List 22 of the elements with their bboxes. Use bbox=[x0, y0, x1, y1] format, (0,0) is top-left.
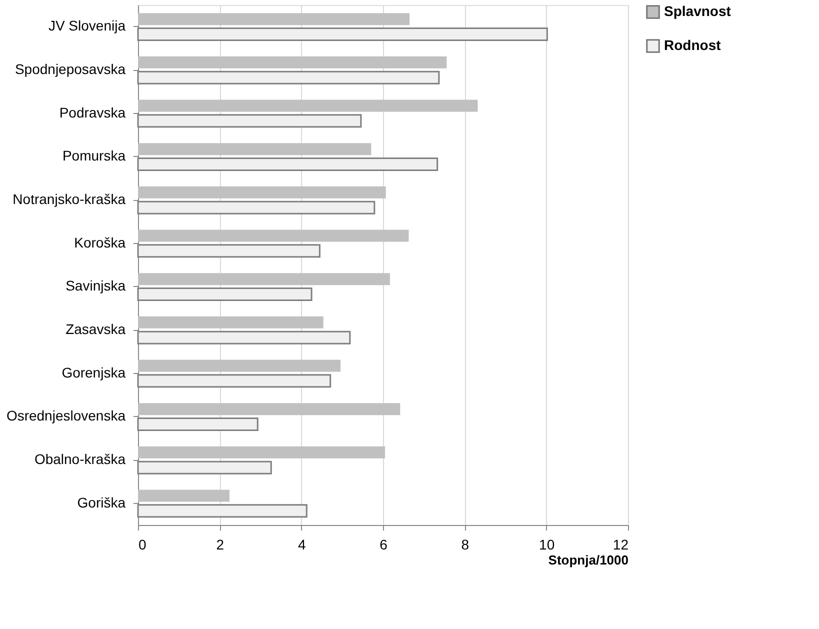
y-tick-label: Osrednjeslovenska bbox=[6, 408, 126, 424]
x-tick-label: 2 bbox=[216, 536, 224, 552]
x-tick-label: 6 bbox=[380, 536, 388, 552]
y-tick-label: Obalno-kraška bbox=[34, 451, 126, 467]
y-tick-label: Podravska bbox=[59, 104, 126, 120]
legend-label: Splavnost bbox=[664, 3, 732, 19]
y-tick-label: JV Slovenija bbox=[48, 18, 126, 34]
legend-label: Rodnost bbox=[664, 37, 722, 53]
y-tick-label: Gorenjska bbox=[62, 364, 126, 380]
y-tick-label: Koroška bbox=[74, 234, 126, 250]
y-tick-label: Notranjsko-kraška bbox=[12, 191, 126, 207]
x-tick-label: 10 bbox=[539, 536, 555, 552]
y-tick-label: Spodnjeposavska bbox=[14, 61, 126, 77]
x-tick-label: 0 bbox=[138, 536, 146, 552]
x-tick-label: 4 bbox=[298, 536, 306, 552]
y-tick-label: Pomurska bbox=[62, 148, 126, 164]
y-tick-label: Savinjska bbox=[66, 278, 126, 294]
y-tick-label: Zasavska bbox=[66, 321, 126, 337]
x-tick-label: 8 bbox=[461, 536, 470, 552]
x-axis-title: Stopnja/1000 bbox=[548, 552, 628, 568]
y-tick-label: Goriška bbox=[77, 494, 126, 510]
x-tick-label: 12 bbox=[612, 536, 629, 552]
